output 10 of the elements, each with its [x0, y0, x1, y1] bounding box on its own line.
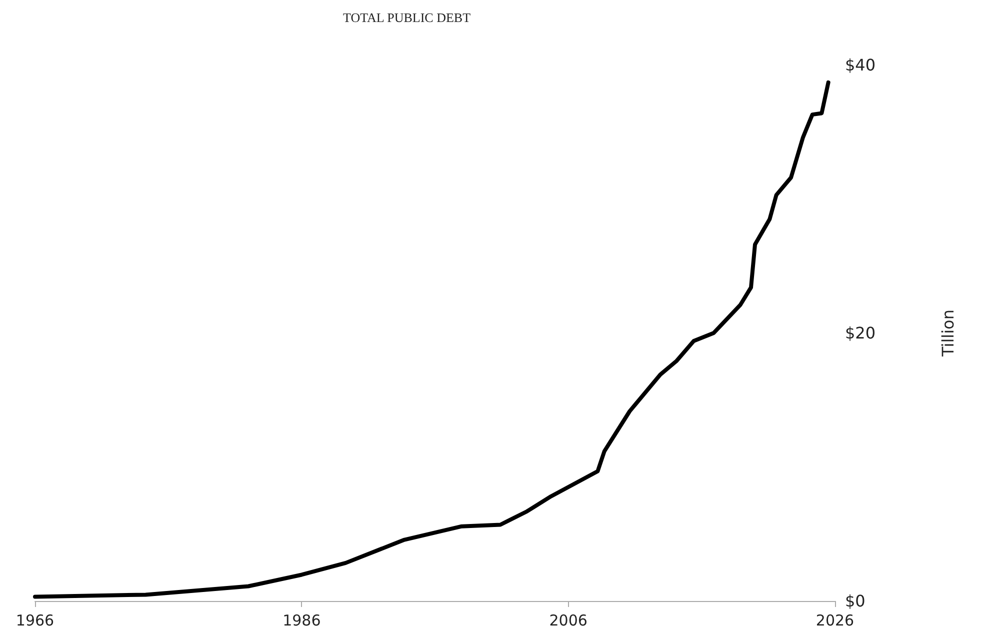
line-series	[33, 80, 830, 599]
y-tick-label: $0	[845, 592, 866, 610]
x-tick-label: 2026	[816, 612, 854, 630]
x-tick-label: 1986	[282, 612, 321, 630]
x-tick-label: 1966	[16, 612, 54, 630]
y-tick-label: $40	[845, 56, 876, 74]
y-tick-label: $20	[845, 324, 876, 342]
x-tick-label: 2006	[549, 612, 588, 630]
y-axis-title: Tillion	[938, 310, 958, 358]
chart-title: TOTAL PUBLIC DEBT	[343, 10, 471, 25]
